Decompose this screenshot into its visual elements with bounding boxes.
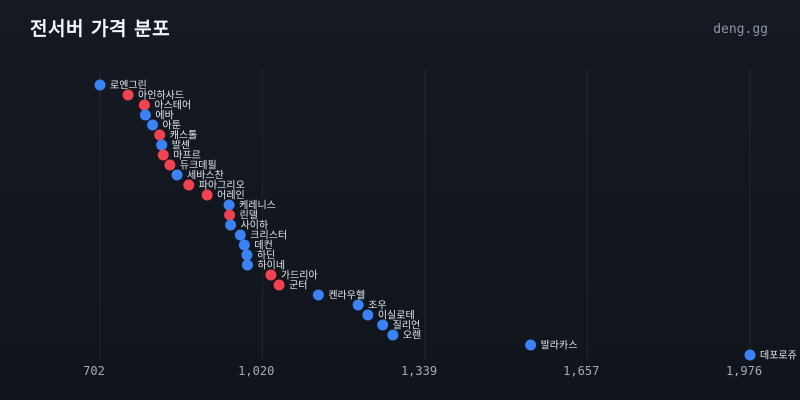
point-marker[interactable] [238,239,250,251]
point-label: 조우 [368,300,386,312]
data-point[interactable]: 가드리아 [265,269,318,282]
point-label: 질리언 [393,320,421,332]
point-marker[interactable] [183,179,195,191]
point-label: 아툰 [163,120,181,132]
data-point[interactable]: 조우 [352,299,387,312]
data-point[interactable]: 린델 [224,209,258,222]
point-marker[interactable] [265,269,277,281]
point-label: 아인하사드 [138,89,184,102]
data-point[interactable]: 크리스터 [234,229,287,242]
point-marker[interactable] [525,339,537,351]
point-marker[interactable] [362,309,374,321]
data-point[interactable]: 아툰 [147,119,181,132]
point-marker[interactable] [241,259,253,271]
point-label: 크리스터 [250,230,287,242]
data-point[interactable]: 발센 [156,139,190,152]
point-label: 파아그리오 [199,180,245,192]
point-label: 오렌 [403,330,421,342]
data-point[interactable]: 이실로테 [362,309,415,322]
data-point[interactable]: 마프르 [157,149,201,162]
point-marker[interactable] [387,329,399,341]
x-tick-label: 702 [83,364,105,378]
point-marker[interactable] [377,319,389,331]
point-marker[interactable] [156,139,168,151]
point-label: 케레니스 [239,200,276,212]
data-point[interactable]: 세바스찬 [171,169,224,182]
x-tick-label: 1,020 [238,364,274,378]
data-point[interactable]: 하딘 [241,249,275,262]
point-label: 데컨 [254,240,272,252]
data-point[interactable]: 사이하 [225,219,268,232]
point-marker[interactable] [744,349,756,361]
point-label: 발센 [172,140,190,152]
data-point[interactable]: 하이네 [241,259,285,272]
point-label: 하이네 [257,259,285,272]
data-point[interactable]: 켄라우헬 [312,289,365,302]
grid [99,70,751,360]
point-marker[interactable] [352,299,364,311]
data-point[interactable]: 발라카스 [525,339,578,352]
point-marker[interactable] [223,199,235,211]
point-marker[interactable] [234,229,246,241]
data-point[interactable]: 듀크데필 [164,159,217,172]
data-point[interactable]: 질리언 [377,319,421,332]
point-marker[interactable] [147,119,159,131]
point-marker[interactable] [94,79,106,91]
point-label: 린델 [240,210,258,222]
point-label: 캐스톨 [170,130,198,142]
data-point[interactable]: 데포로쥬 [744,349,797,362]
x-axis-ticks: 702 1,020 1,339 1,657 1,976 [83,364,762,378]
point-label: 군터 [289,280,307,292]
point-label: 아스테어 [154,100,191,112]
page-title: 전서버 가격 분포 [30,18,171,40]
point-marker[interactable] [138,99,150,111]
point-marker[interactable] [154,129,166,141]
data-point[interactable]: 데컨 [238,239,273,252]
data-point[interactable]: 캐스톨 [154,129,198,142]
point-marker[interactable] [201,189,213,201]
point-marker[interactable] [241,249,253,261]
point-marker[interactable] [157,149,169,161]
point-label: 발라카스 [541,340,578,352]
x-tick-label: 1,976 [726,364,762,378]
point-marker[interactable] [224,209,236,221]
data-point[interactable]: 에바 [139,109,174,122]
point-marker[interactable] [225,219,237,231]
x-tick-label: 1,657 [563,364,599,378]
data-points: 로엔그린아인하사드아스테어에바아툰캐스톨발센마프르듀크데필세바스찬파아그리오어레… [94,79,797,362]
point-label: 사이하 [241,219,269,232]
point-marker[interactable] [164,159,176,171]
point-label: 로엔그린 [110,80,147,92]
data-point[interactable]: 파아그리오 [183,179,245,192]
data-point[interactable]: 아인하사드 [122,89,185,102]
point-marker[interactable] [273,279,285,291]
data-point[interactable]: 아스테어 [138,99,191,112]
data-point[interactable]: 케레니스 [223,199,276,212]
point-label: 세바스찬 [187,170,224,182]
point-label: 듀크데필 [180,160,217,172]
point-label: 마프르 [173,150,201,162]
point-label: 가드리아 [281,270,318,282]
point-label: 하딘 [257,249,275,262]
brand-logo[interactable]: deng.gg [713,22,768,37]
data-point[interactable]: 군터 [273,279,308,292]
point-marker[interactable] [312,289,324,301]
point-label: 에바 [155,110,173,122]
point-label: 이실로테 [378,310,415,322]
x-tick-label: 1,339 [401,364,437,378]
data-point[interactable]: 로엔그린 [94,79,147,92]
point-marker[interactable] [122,89,134,101]
point-label: 켄라우헬 [328,290,365,302]
point-marker[interactable] [139,109,151,121]
data-point[interactable]: 오렌 [387,329,421,342]
data-point[interactable]: 어레인 [201,189,245,202]
point-marker[interactable] [171,169,183,181]
point-label: 데포로쥬 [760,350,797,362]
point-label: 어레인 [217,190,245,202]
